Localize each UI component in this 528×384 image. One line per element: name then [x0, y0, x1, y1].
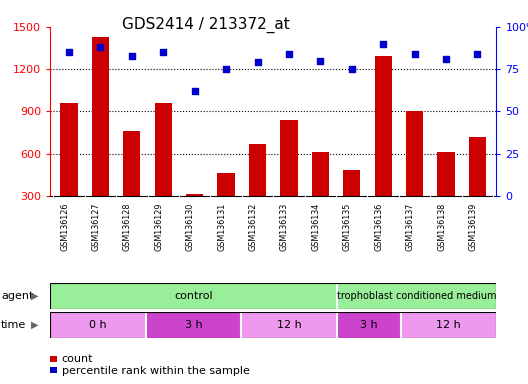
Bar	[155, 103, 172, 238]
Point	[473, 51, 482, 57]
Point	[410, 51, 419, 57]
Text: 3 h: 3 h	[360, 320, 378, 330]
Point	[128, 53, 136, 59]
Text: GSM136130: GSM136130	[186, 203, 195, 251]
Point	[253, 59, 262, 65]
Text: GSM136135: GSM136135	[343, 203, 352, 251]
Text: count: count	[62, 354, 93, 364]
Text: GSM136136: GSM136136	[374, 203, 383, 251]
Text: trophoblast conditioned medium: trophoblast conditioned medium	[337, 291, 496, 301]
Bar	[50, 312, 146, 338]
Point	[285, 51, 293, 57]
Point	[96, 44, 105, 50]
Point	[191, 88, 199, 94]
Text: GSM136134: GSM136134	[312, 203, 320, 251]
Text: 0 h: 0 h	[89, 320, 107, 330]
Text: ▶: ▶	[31, 320, 38, 330]
Bar	[469, 137, 486, 238]
Text: GSM136133: GSM136133	[280, 203, 289, 251]
Text: percentile rank within the sample: percentile rank within the sample	[62, 366, 250, 376]
Point	[316, 58, 325, 64]
Bar	[218, 173, 235, 238]
Text: GSM136127: GSM136127	[91, 203, 100, 251]
Bar	[241, 312, 337, 338]
Text: GDS2414 / 213372_at: GDS2414 / 213372_at	[122, 17, 290, 33]
Bar	[249, 144, 266, 238]
Text: GSM136132: GSM136132	[249, 203, 258, 251]
Bar	[312, 152, 329, 238]
Text: agent: agent	[1, 291, 33, 301]
Text: 12 h: 12 h	[436, 320, 461, 330]
Bar	[92, 37, 109, 238]
Bar	[146, 312, 241, 338]
Bar	[50, 283, 337, 309]
Bar	[401, 312, 496, 338]
Text: 3 h: 3 h	[185, 320, 202, 330]
Point	[222, 66, 230, 72]
Text: ▶: ▶	[31, 291, 38, 301]
Text: 12 h: 12 h	[277, 320, 301, 330]
Bar	[280, 120, 298, 238]
Text: GSM136139: GSM136139	[468, 203, 477, 251]
Text: GSM136137: GSM136137	[406, 203, 414, 251]
Text: GSM136138: GSM136138	[437, 203, 446, 251]
Point	[347, 66, 356, 72]
Bar	[186, 194, 203, 238]
Point	[65, 49, 73, 55]
Point	[442, 56, 450, 62]
Bar	[337, 312, 401, 338]
Text: time: time	[1, 320, 26, 330]
Bar	[123, 131, 140, 238]
Point	[159, 49, 167, 55]
Bar	[437, 152, 455, 238]
Bar	[374, 56, 392, 238]
Text: GSM136129: GSM136129	[154, 203, 163, 251]
Bar	[406, 111, 423, 238]
Text: GSM136126: GSM136126	[60, 203, 69, 251]
Point	[379, 41, 388, 47]
Text: control: control	[174, 291, 213, 301]
Bar	[337, 283, 496, 309]
Text: GSM136131: GSM136131	[217, 203, 226, 251]
Text: GSM136128: GSM136128	[123, 203, 132, 251]
Bar	[343, 170, 361, 238]
Bar	[60, 103, 78, 238]
